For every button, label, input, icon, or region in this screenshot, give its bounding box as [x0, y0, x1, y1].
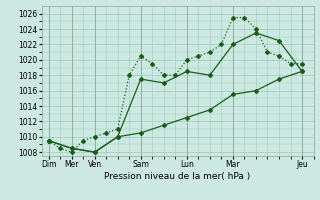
X-axis label: Pression niveau de la mer( hPa ): Pression niveau de la mer( hPa ) — [104, 172, 251, 181]
